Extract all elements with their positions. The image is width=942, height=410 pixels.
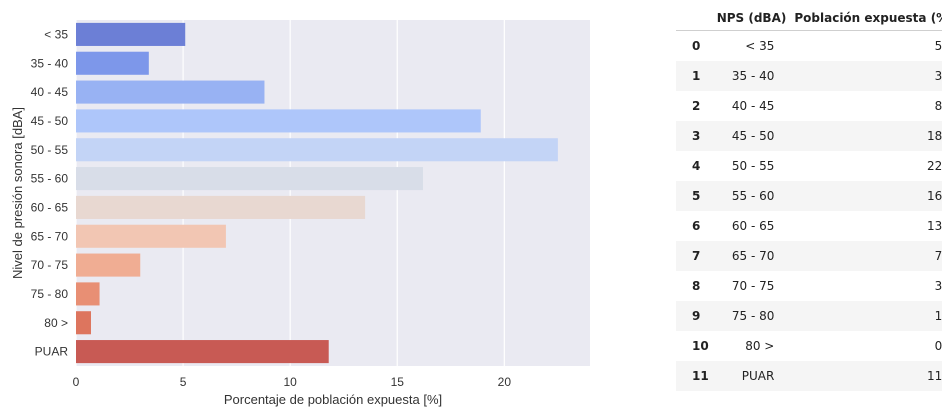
- table-row: 2 40 - 45 8.8: [676, 91, 942, 121]
- y-tick-label: PUAR: [35, 345, 69, 359]
- poblacion-cell: 16.2: [788, 181, 942, 211]
- poblacion-cell: 0.7: [934, 339, 942, 353]
- table-row: 0 < 35 5.1: [676, 31, 942, 62]
- bar: [76, 340, 329, 364]
- bar: [76, 51, 149, 75]
- poblacion-cell: 8.8: [934, 99, 942, 113]
- poblacion-column-header: Población expuesta (%): [788, 6, 942, 31]
- y-axis-label: Nivel de presión sonora [dBA]: [10, 107, 25, 279]
- y-tick-label: 40 - 45: [31, 85, 69, 99]
- data-table: NPS (dBA) Población expuesta (%) 0 < 35 5.…: [676, 6, 942, 391]
- poblacion-cell: 5.1: [934, 39, 942, 53]
- y-tick-label: 80 >: [44, 316, 68, 330]
- y-tick-label: < 35: [44, 27, 68, 41]
- y-tick-label: 75 - 80: [31, 287, 69, 301]
- poblacion-cell: 13.5: [926, 219, 942, 233]
- row-index-cell: 10: [692, 339, 709, 353]
- table-row: 10 80 > 0.7: [676, 331, 942, 361]
- table-row: 765 - 707.0: [676, 241, 942, 271]
- nps-cell: 40 - 45: [731, 99, 775, 113]
- table-row: 6 60 - 65 13.5: [676, 211, 942, 241]
- nps-cell: 60 - 65: [731, 219, 775, 233]
- row-index-cell: 0: [692, 39, 701, 53]
- nps-cell: 75 - 80: [710, 301, 789, 331]
- index-header: [676, 6, 711, 31]
- row-index-cell: 3: [676, 121, 711, 151]
- table-row: 8 70 - 75 3.0: [676, 271, 942, 301]
- plot-area: [76, 20, 590, 366]
- bar: [76, 22, 186, 46]
- bar: [76, 138, 558, 162]
- x-tick-label: 0: [73, 375, 80, 389]
- nps-cell: 70 - 75: [731, 279, 775, 293]
- row-index-cell: 7: [676, 241, 711, 271]
- data-table-container: NPS (dBA) Población expuesta (%) 0 < 35 5.…: [676, 6, 942, 391]
- y-tick-label: 65 - 70: [31, 229, 69, 243]
- row-index-cell: 2: [692, 99, 701, 113]
- nps-cell: < 35: [745, 39, 775, 53]
- table-row: 135 - 403.4: [676, 61, 942, 91]
- poblacion-cell: 1.1: [788, 301, 942, 331]
- y-tick-label: 55 - 60: [31, 172, 69, 186]
- nps-cell: PUAR: [710, 361, 789, 391]
- y-tick-label: 45 - 50: [31, 114, 69, 128]
- nps-cell: 65 - 70: [710, 241, 789, 271]
- bar: [76, 80, 265, 104]
- row-index-cell: 9: [676, 301, 711, 331]
- nps-column-header: NPS (dBA): [710, 6, 789, 31]
- bar: [76, 224, 226, 248]
- nps-cell: 50 - 55: [731, 159, 775, 173]
- x-tick-label: 15: [391, 375, 405, 389]
- table-header-row: NPS (dBA) Población expuesta (%): [676, 6, 942, 31]
- bar: [76, 311, 91, 335]
- row-index-cell: 1: [676, 61, 711, 91]
- row-index-cell: 6: [692, 219, 701, 233]
- nps-cell: 80 >: [745, 339, 775, 353]
- bar: [76, 253, 141, 277]
- bar: [76, 282, 100, 306]
- x-tick-label: 5: [180, 375, 187, 389]
- poblacion-cell: 3.4: [788, 61, 942, 91]
- row-index-cell: 11: [676, 361, 711, 391]
- poblacion-cell: 3.0: [934, 279, 942, 293]
- x-tick-label: 20: [498, 375, 512, 389]
- bar-chart: < 35 35 - 40 40 - 45 45 - 50 50 - 55 55 - 60 6…: [10, 20, 590, 407]
- nps-cell: 35 - 40: [710, 61, 789, 91]
- bar: [76, 195, 366, 219]
- row-index-cell: 8: [692, 279, 701, 293]
- poblacion-cell: 11.8: [788, 361, 942, 391]
- table-row: 4 50 - 55 22.5: [676, 151, 942, 181]
- poblacion-cell: 18.9: [788, 121, 942, 151]
- x-tick-label: 10: [283, 375, 297, 389]
- bar: [76, 167, 423, 191]
- poblacion-cell: 7.0: [788, 241, 942, 271]
- nps-cell: 45 - 50: [710, 121, 789, 151]
- row-index-cell: 5: [676, 181, 711, 211]
- x-axis-label: Porcentaje de población expuesta [%]: [224, 392, 442, 407]
- y-tick-label: 60 - 65: [31, 200, 69, 214]
- bar: [76, 109, 481, 133]
- row-index-cell: 4: [692, 159, 701, 173]
- y-tick-label: 35 - 40: [31, 56, 69, 70]
- poblacion-cell: 22.5: [926, 159, 942, 173]
- nps-cell: 55 - 60: [710, 181, 789, 211]
- table-row: 975 - 801.1: [676, 301, 942, 331]
- y-tick-label: 70 - 75: [31, 258, 69, 272]
- y-tick-label: 50 - 55: [31, 143, 69, 157]
